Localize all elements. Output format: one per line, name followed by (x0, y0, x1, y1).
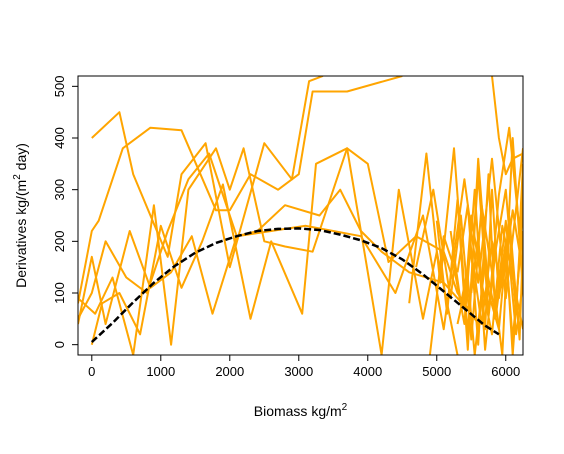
series-line-13 (470, 188, 523, 341)
series-line-2 (78, 76, 403, 304)
x-axis: 0 1000 2000 3000 4000 5000 6000 (88, 355, 520, 379)
series-line-4 (78, 147, 480, 355)
x-tick-label-6000: 6000 (491, 364, 520, 379)
y-axis-title-unit-base: m (13, 180, 29, 192)
x-axis-title-main: Biomass kg/ (254, 403, 330, 419)
y-axis: 0 100 200 300 400 500 (52, 75, 78, 348)
x-tick-label-2000: 2000 (215, 364, 244, 379)
y-tick-label-400: 400 (52, 127, 67, 149)
series-line-16 (491, 76, 523, 176)
y-tick-label-200: 200 (52, 230, 67, 252)
y-axis-title-unit-exp: 2 (12, 174, 23, 180)
x-axis-title: Biomass kg/m2 (254, 402, 348, 419)
x-tick-label-3000: 3000 (284, 364, 313, 379)
series-line-5 (90, 147, 459, 355)
series-line-1 (91, 76, 324, 269)
x-tick-label-1000: 1000 (146, 364, 175, 379)
series-line-3 (78, 152, 473, 320)
y-tick-label-0: 0 (52, 341, 67, 348)
series-layer (78, 76, 523, 355)
y-tick-label-500: 500 (52, 75, 67, 97)
fit-layer (90, 227, 500, 344)
series-line-14 (449, 209, 523, 325)
series-line-12 (463, 214, 523, 336)
x-tick-label-5000: 5000 (422, 364, 451, 379)
fit-curve (90, 227, 500, 344)
y-tick-label-300: 300 (52, 179, 67, 201)
x-tick-label-0: 0 (88, 364, 95, 379)
series-line-15 (456, 219, 523, 355)
y-axis-title: Derivatives kg/(m2 day) (12, 143, 29, 288)
y-axis-title-unit-rest: day) (13, 143, 29, 174)
y-tick-label-100: 100 (52, 282, 67, 304)
x-axis-title-unit-base: m (330, 403, 342, 419)
plot-frame (77, 75, 524, 356)
series-line-8 (435, 157, 523, 351)
y-axis-title-paren: ( (13, 191, 29, 196)
y-axis-title-main: Derivatives kg/ (13, 196, 29, 288)
x-tick-label-4000: 4000 (353, 364, 382, 379)
x-axis-title-unit-exp: 2 (342, 402, 348, 413)
